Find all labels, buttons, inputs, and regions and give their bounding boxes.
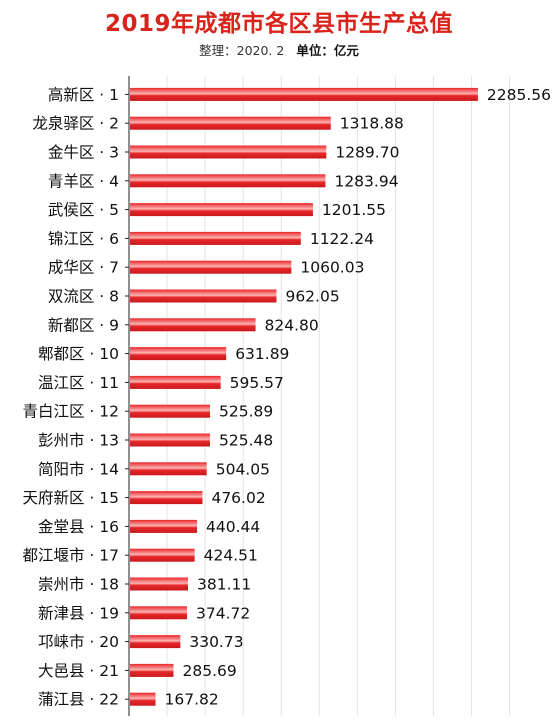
bar	[130, 635, 181, 649]
value-label: 824.80	[265, 316, 319, 334]
value-label: 330.73	[189, 633, 243, 651]
bar	[130, 433, 210, 447]
bar	[130, 663, 174, 677]
category-label: 金堂县 · 16	[38, 518, 119, 536]
category-label: 简阳市 · 14	[38, 460, 119, 478]
value-label: 1283.94	[334, 172, 398, 190]
bar	[130, 462, 207, 476]
value-label: 381.11	[197, 576, 251, 594]
value-label: 631.89	[235, 345, 289, 363]
compiled-date-note: 整理：2020. 2	[199, 43, 285, 58]
bar	[130, 87, 478, 101]
bar	[130, 577, 189, 591]
chart-title: 2019年成都市各区县市生产总值	[104, 11, 453, 37]
category-label: 青白江区 · 12	[22, 403, 119, 421]
bar	[130, 116, 331, 130]
category-label: 成华区 · 7	[48, 259, 119, 277]
value-label: 1201.55	[322, 201, 386, 219]
value-label: 504.05	[216, 460, 270, 478]
category-label: 邛崃市 · 20	[38, 633, 119, 651]
value-label: 1060.03	[300, 259, 364, 277]
category-label: 金牛区 · 3	[48, 144, 119, 162]
category-label: 崇州市 · 18	[38, 576, 119, 594]
category-label: 大邑县 · 21	[38, 662, 119, 680]
value-label: 525.89	[219, 403, 273, 421]
bar	[130, 519, 198, 533]
bar	[130, 203, 313, 217]
category-label: 龙泉驿区 · 2	[32, 115, 119, 133]
value-label: 1122.24	[310, 230, 374, 248]
bar	[130, 174, 326, 188]
bar	[130, 692, 156, 706]
bar	[130, 318, 256, 332]
value-label: 476.02	[211, 489, 265, 507]
value-label: 167.82	[165, 691, 219, 709]
bar	[130, 231, 301, 245]
category-label: 双流区 · 8	[48, 288, 119, 306]
value-label: 1318.88	[340, 115, 404, 133]
bar	[130, 606, 188, 620]
value-label: 962.05	[285, 288, 339, 306]
bar	[130, 491, 203, 505]
category-label: 郫都区 · 10	[38, 345, 119, 363]
category-label: 天府新区 · 15	[22, 489, 119, 507]
bar	[130, 260, 292, 274]
bar	[130, 289, 277, 303]
value-label: 285.69	[182, 662, 236, 680]
category-label: 新津县 · 19	[38, 604, 119, 622]
category-label: 彭州市 · 13	[38, 432, 119, 450]
category-label: 锦江区 · 6	[48, 230, 119, 248]
bar	[130, 145, 327, 159]
category-label: 新都区 · 9	[48, 316, 119, 334]
category-label: 青羊区 · 4	[48, 172, 119, 190]
value-label: 595.57	[230, 374, 284, 392]
category-label: 都江堰市 · 17	[22, 547, 119, 565]
value-label: 424.51	[204, 547, 258, 565]
bar	[130, 347, 227, 361]
bar	[130, 404, 211, 418]
value-label: 525.48	[219, 432, 273, 450]
value-label: 1289.70	[335, 144, 399, 162]
unit-note: 单位：亿元	[296, 43, 359, 58]
bar	[130, 375, 221, 389]
value-label: 374.72	[196, 604, 250, 622]
value-label: 440.44	[206, 518, 260, 536]
category-label: 温江区 · 11	[38, 374, 119, 392]
category-label: 蒲江县 · 22	[38, 691, 119, 709]
category-label: 高新区 · 1	[48, 86, 119, 104]
bar	[130, 548, 195, 562]
chart-subtitle: 整理：2020. 2 单位：亿元	[0, 40, 558, 59]
category-label: 武侯区 · 5	[48, 201, 119, 219]
value-label: 2285.56	[487, 86, 551, 104]
